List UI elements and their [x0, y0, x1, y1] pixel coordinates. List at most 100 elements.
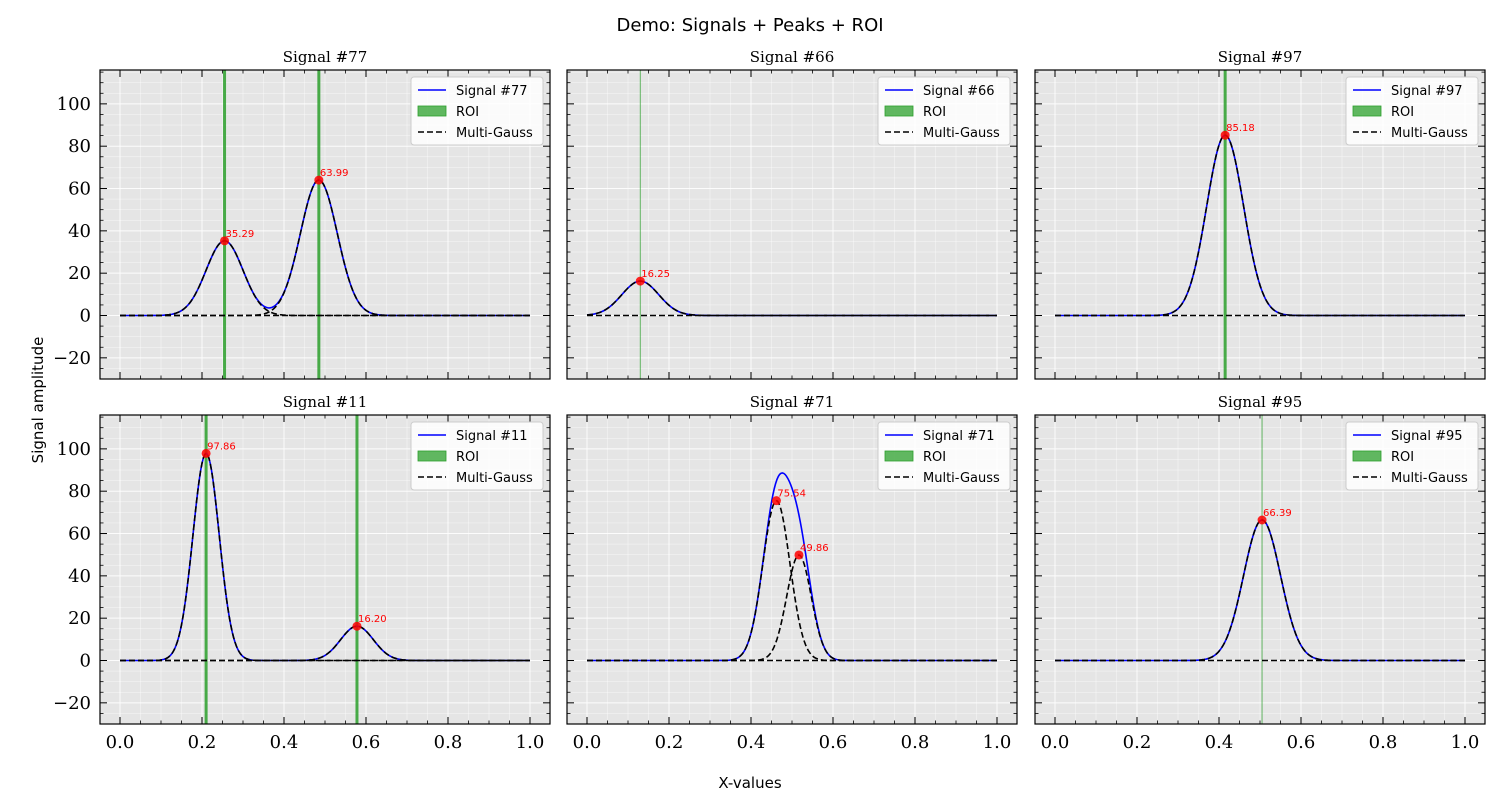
peak-marker: [1257, 515, 1267, 525]
x-tick-label: 0.0: [573, 732, 602, 753]
y-tick-label: 0: [80, 306, 91, 327]
legend-box: [410, 76, 544, 146]
peak-label: 66.39: [1263, 508, 1292, 519]
peak-marker: [314, 175, 324, 185]
subplot: 97.86 16.20 −20 0 20 40 60 80 100 0.0 0.2 0.4 0.6 0.8…: [53, 393, 551, 753]
legend-box: [1345, 421, 1479, 491]
x-tick-label: 0.4: [737, 732, 766, 753]
peak-marker: [352, 621, 362, 631]
multi-gauss-component: [120, 452, 530, 662]
y-tick-label: 100: [57, 94, 91, 115]
legend-entry: Signal #95: [1391, 429, 1463, 444]
legend-entry: Multi-Gauss: [923, 471, 1000, 486]
plot-area: [120, 415, 530, 724]
y-tick-label: 60: [68, 524, 91, 545]
legend: Signal #11 ROI Multi-Gauss: [410, 421, 544, 491]
multi-gauss-component: [587, 554, 997, 662]
legend-box: [410, 421, 544, 491]
y-tick-label: 40: [68, 566, 91, 587]
multi-gauss-component: [1055, 519, 1465, 662]
x-tick-label: 0.4: [270, 732, 299, 753]
y-tick-label: 20: [68, 608, 91, 629]
legend-entry: ROI: [1391, 450, 1414, 465]
x-tick-label: 0.6: [819, 732, 848, 753]
multi-gauss-component: [586, 280, 997, 317]
peak-label: 97.86: [207, 441, 236, 452]
peak-marker: [201, 448, 211, 458]
subplot: 85.18 Signal #97 Signal #97 ROI Multi-Gauss: [1034, 48, 1486, 380]
subplot-title: Signal #11: [283, 393, 368, 411]
y-tick-label: 100: [57, 439, 91, 460]
legend-box: [1345, 76, 1479, 146]
legend: Signal #77 ROI Multi-Gauss: [410, 76, 544, 146]
legend-box: [877, 76, 1011, 146]
peak-marker: [635, 276, 645, 286]
x-tick-label: 1.0: [983, 732, 1012, 753]
legend-entry: Signal #97: [1391, 84, 1463, 99]
x-tick-label: 0.8: [434, 732, 463, 753]
peak-label: 16.20: [358, 614, 387, 625]
x-tick-label: 0.0: [1041, 732, 1070, 753]
plot-area: [1055, 70, 1465, 379]
legend-roi-swatch: [884, 105, 914, 117]
y-tick-label: 40: [68, 221, 91, 242]
legend-entry: ROI: [456, 105, 479, 120]
legend-roi-swatch: [417, 450, 447, 462]
legend-entry: Signal #66: [923, 84, 995, 99]
legend: Signal #97 ROI Multi-Gauss: [1345, 76, 1479, 146]
y-tick-label: 0: [80, 651, 91, 672]
legend-entry: Multi-Gauss: [456, 471, 533, 486]
legend-roi-swatch: [884, 450, 914, 462]
peak-label: 49.86: [800, 543, 829, 554]
y-tick-label: 20: [68, 263, 91, 284]
peak-label: 63.99: [320, 168, 349, 179]
peak-label: 35.29: [226, 229, 255, 240]
peak-marker: [220, 236, 230, 246]
y-tick-label: 80: [68, 136, 91, 157]
x-tick-label: 0.0: [106, 732, 135, 753]
legend-entry: Multi-Gauss: [923, 126, 1000, 141]
x-tick-label: 0.2: [655, 732, 684, 753]
plot-area: [120, 70, 530, 379]
legend: Signal #71 ROI Multi-Gauss: [877, 421, 1011, 491]
subplot-title: Signal #77: [283, 48, 368, 66]
x-tick-label: 0.8: [901, 732, 930, 753]
legend-entry: Multi-Gauss: [456, 126, 533, 141]
subplot-title: Signal #71: [750, 393, 835, 411]
y-tick-label: −20: [53, 348, 91, 369]
x-tick-label: 0.6: [352, 732, 381, 753]
legend-roi-swatch: [417, 105, 447, 117]
legend-box: [877, 421, 1011, 491]
y-axis-label: Signal amplitude: [29, 337, 47, 464]
x-tick-label: 1.0: [1451, 732, 1480, 753]
legend-entry: Multi-Gauss: [1391, 126, 1468, 141]
legend: Signal #66 ROI Multi-Gauss: [877, 76, 1011, 146]
legend-entry: Signal #77: [456, 84, 528, 99]
grid: [1035, 415, 1485, 724]
figure-suptitle: Demo: Signals + Peaks + ROI: [616, 15, 883, 36]
y-tick-label: 80: [68, 481, 91, 502]
legend-entry: Multi-Gauss: [1391, 471, 1468, 486]
x-axis-label: X-values: [718, 774, 782, 792]
legend: Signal #95 ROI Multi-Gauss: [1345, 421, 1479, 491]
peak-label: 85.18: [1226, 123, 1255, 134]
subplot: 16.25 Signal #66 Signal #66 ROI Multi-Gauss: [566, 48, 1018, 380]
peak-label: 16.25: [641, 269, 670, 280]
multi-gauss-component: [120, 625, 530, 662]
x-tick-label: 1.0: [516, 732, 545, 753]
peak-marker: [1220, 130, 1230, 140]
subplot-title: Signal #95: [1218, 393, 1303, 411]
legend-roi-swatch: [1352, 105, 1382, 117]
multi-gauss-component: [120, 179, 530, 317]
peak-label: 75.54: [777, 489, 806, 500]
peak-marker: [794, 550, 804, 560]
x-tick-label: 0.8: [1369, 732, 1398, 753]
legend-entry: ROI: [1391, 105, 1414, 120]
peak-marker: [771, 496, 781, 506]
legend-entry: ROI: [923, 450, 946, 465]
x-tick-label: 0.6: [1287, 732, 1316, 753]
